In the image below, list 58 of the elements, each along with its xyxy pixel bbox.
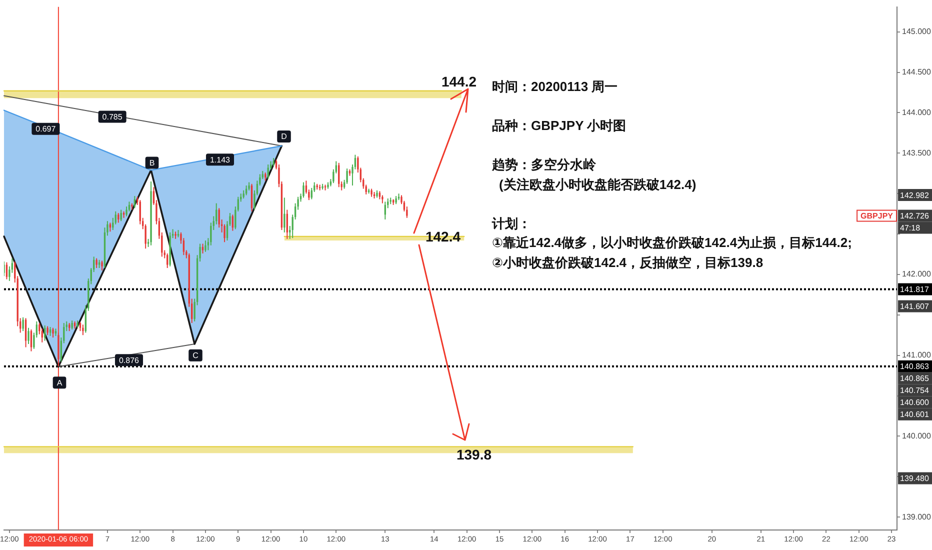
candlestick xyxy=(82,324,84,336)
annotation: 139.480 xyxy=(900,474,930,483)
candlestick xyxy=(224,224,226,243)
annotation: 144.2 xyxy=(441,73,477,90)
candlestick xyxy=(120,209,122,222)
y-tick-label: 142.000 xyxy=(902,270,932,279)
text: 140.601 xyxy=(900,410,930,420)
candlestick xyxy=(101,260,103,271)
candlestick xyxy=(28,327,30,345)
text: 140.600 xyxy=(900,398,930,408)
annotation: 趋势：多空分水岭 xyxy=(492,156,596,174)
annotation: 140.865 xyxy=(900,374,930,384)
candlestick xyxy=(52,327,54,338)
ref-line-label: 141.817 xyxy=(900,284,930,294)
text: 47:18 xyxy=(900,223,921,232)
candlestick xyxy=(204,240,206,252)
candlestick xyxy=(284,197,286,233)
ref-line-label: 140.863 xyxy=(900,362,930,372)
annotation: ②小时收盘价跌破142.4，反抽做空，目标139.8 xyxy=(492,254,764,272)
y-tick-label: 143.500 xyxy=(902,148,932,158)
annotation: 0.785 xyxy=(102,112,123,122)
candlestick xyxy=(128,201,130,212)
annotation: B xyxy=(149,158,155,168)
annotation: 139.8 xyxy=(456,446,492,463)
annotation: D xyxy=(281,132,288,142)
candlestick xyxy=(245,185,248,196)
y-tick-label: 145.000 xyxy=(902,27,932,36)
candlestick xyxy=(302,182,304,198)
text: 140.754 xyxy=(900,386,930,396)
annotation: A xyxy=(56,378,63,388)
annotation: 0.876 xyxy=(118,356,140,365)
candlestick xyxy=(96,258,98,268)
annotation: 142.4 xyxy=(425,228,461,244)
candlestick xyxy=(22,316,24,332)
annotation: 品种：GBPJPY 小时图 xyxy=(492,117,626,135)
y-tick-label: 144.000 xyxy=(902,108,932,117)
candlestick xyxy=(267,164,269,180)
candlestick xyxy=(218,208,220,228)
annotation: C xyxy=(192,351,199,360)
candlestick xyxy=(24,318,27,348)
y-tick-label: 144.500 xyxy=(902,68,932,77)
annotation: 142.726 xyxy=(900,211,930,220)
annotation: 141.607 xyxy=(900,302,930,311)
annotation: 计划： xyxy=(492,214,531,232)
candlestick xyxy=(232,214,234,232)
annotation: ①靠近142.4做多，以小时收盘价跌破142.4为止损，目标144.2; xyxy=(492,234,852,252)
annotation: 1.143 xyxy=(210,155,231,164)
y-tick-label: 141.000 xyxy=(902,350,932,360)
candlestick xyxy=(346,168,348,184)
candlestick xyxy=(166,252,168,268)
annotation: 时间：20200113 周一 xyxy=(492,78,618,96)
y-tick-label: 139.000 xyxy=(902,512,932,522)
annotation: (关注欧盘小时收盘能否跌破142.4) xyxy=(499,176,696,194)
annotation: 142.982 xyxy=(900,190,930,200)
candlestick xyxy=(118,212,120,224)
y-tick-label: 140.000 xyxy=(902,431,932,440)
text: GBPJPY xyxy=(860,211,894,220)
annotation: 0.697 xyxy=(36,124,56,134)
